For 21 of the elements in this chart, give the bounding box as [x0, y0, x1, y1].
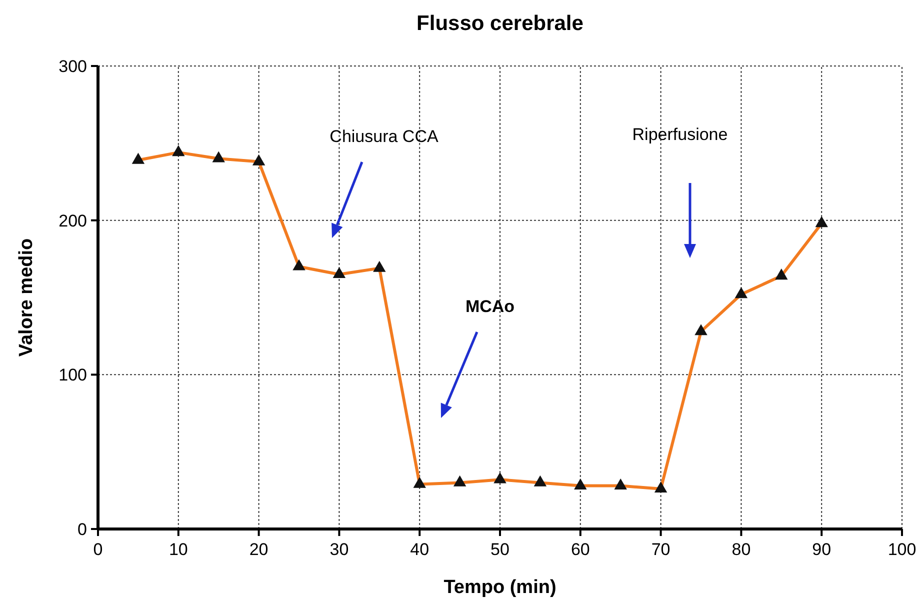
- x-tick-label: 20: [249, 540, 268, 559]
- y-tick-label: 200: [58, 211, 87, 230]
- x-tick-label: 90: [812, 540, 832, 559]
- x-tick-label: 0: [93, 540, 103, 559]
- x-tick-label: 10: [168, 540, 188, 559]
- chart-title: Flusso cerebrale: [416, 12, 584, 35]
- y-tick-label: 100: [58, 366, 87, 385]
- y-tick-label: 300: [58, 57, 87, 76]
- annotation: Riperfusione: [632, 125, 728, 144]
- annotation: MCAo: [465, 297, 515, 316]
- y-axis-title: Valore medio: [16, 238, 37, 357]
- x-tick-label: 50: [490, 540, 510, 559]
- x-tick-label: 70: [651, 540, 670, 559]
- x-tick-label: 80: [732, 540, 751, 559]
- x-axis-title: Tempo (min): [444, 577, 556, 598]
- x-tick-label: 60: [570, 540, 590, 559]
- annotation: Chiusura CCA: [330, 127, 439, 146]
- y-tick-label: 0: [78, 520, 87, 539]
- x-tick-label: 40: [410, 540, 430, 559]
- x-tick-label: 30: [330, 540, 349, 559]
- x-tick-label: 100: [888, 540, 916, 559]
